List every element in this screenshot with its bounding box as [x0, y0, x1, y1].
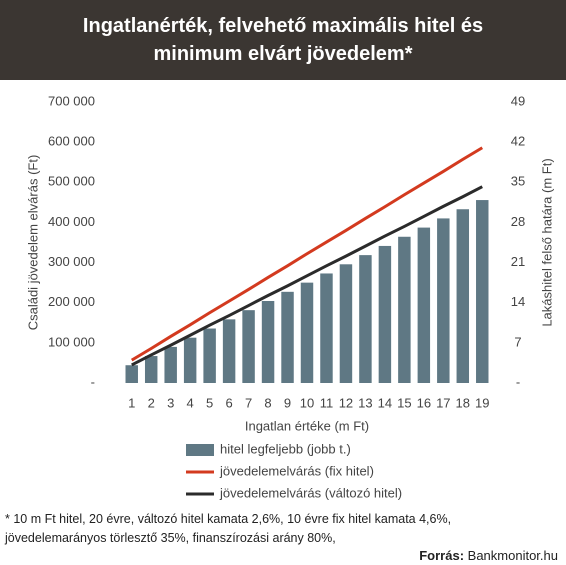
- x-tick-label: 10: [300, 395, 314, 410]
- bar: [417, 227, 431, 383]
- y2-tick-label: 42: [511, 134, 525, 149]
- bar: [261, 300, 275, 383]
- x-tick-label: 1: [128, 395, 135, 410]
- y2-tick-label: 7: [514, 334, 521, 349]
- x-tick-label: 9: [284, 395, 291, 410]
- bar: [320, 273, 333, 383]
- bar: [144, 356, 158, 383]
- line: [130, 146, 484, 362]
- bar: [242, 310, 255, 383]
- x-tick-label: 4: [187, 395, 194, 410]
- bar: [339, 264, 353, 383]
- y2-tick-label: 49: [511, 93, 525, 108]
- x-tick-label: 16: [417, 395, 431, 410]
- bar: [437, 218, 450, 383]
- x-tick-label: 3: [167, 395, 174, 410]
- footnote: * 10 m Ft hitel, 20 évre, változó hitel …: [5, 510, 451, 548]
- legend-label: hitel legfeljebb (jobb t.): [220, 441, 351, 456]
- legend-label: jövedelemelvárás (változó hitel): [219, 485, 402, 500]
- source: Forrás: Bankmonitor.hu: [419, 548, 558, 563]
- y2-axis-title: Lakáshitel felső határa (m Ft): [539, 158, 554, 326]
- y-tick-label: 500 000: [48, 174, 95, 189]
- y2-tick-label: 14: [511, 294, 525, 309]
- x-tick-label: 17: [436, 395, 450, 410]
- y-tick-label: 400 000: [48, 214, 95, 229]
- bar: [359, 255, 372, 383]
- y-tick-label: 600 000: [48, 134, 95, 149]
- bar: [164, 346, 177, 383]
- y-tick-label: 700 000: [48, 93, 95, 108]
- y-axis-title: Családi jövedelem elvárás (Ft): [25, 155, 40, 331]
- x-tick-label: 14: [378, 395, 392, 410]
- x-tick-label: 15: [397, 395, 411, 410]
- y2-tick-label: -: [516, 374, 520, 389]
- bar: [476, 200, 489, 383]
- y-tick-label: 300 000: [48, 254, 95, 269]
- bar: [456, 209, 470, 383]
- x-tick-label: 8: [264, 395, 271, 410]
- x-tick-label: 13: [358, 395, 372, 410]
- bar: [125, 365, 138, 383]
- source-label: Forrás:: [419, 548, 465, 563]
- x-tick-label: 7: [245, 395, 252, 410]
- chart: - 100 000 200 000 300 000 400 000 500 000 600 …: [25, 93, 554, 500]
- x-tick-label: 11: [320, 395, 334, 410]
- bar: [300, 282, 314, 383]
- x-tick-label: 12: [339, 395, 353, 410]
- x-tick-label: 2: [148, 395, 155, 410]
- bar: [222, 319, 236, 383]
- y2-tick-label: 35: [511, 174, 525, 189]
- x-tick-label: 19: [475, 395, 489, 410]
- x-axis-title: Ingatlan értéke (m Ft): [245, 418, 369, 433]
- y-tick-label: 100 000: [48, 334, 95, 349]
- y-tick-label: -: [91, 374, 95, 389]
- bar: [183, 337, 197, 383]
- y2-tick-label: 28: [511, 214, 525, 229]
- bar: [378, 245, 392, 383]
- x-tick-label: 6: [225, 395, 232, 410]
- line: [131, 185, 483, 367]
- source-text: Bankmonitor.hu: [467, 548, 558, 563]
- footnote-line: jövedelemarányos törlesztő 35%, finanszí…: [5, 531, 336, 545]
- y-tick-label: 200 000: [48, 294, 95, 309]
- x-tick-label: 5: [206, 395, 213, 410]
- legend-label: jövedelemelvárás (fix hitel): [219, 463, 374, 478]
- bar: [203, 328, 216, 383]
- footnote-line: * 10 m Ft hitel, 20 évre, változó hitel …: [5, 512, 452, 526]
- chart-title: Ingatlanérték, felvehető maximális hitel…: [0, 0, 566, 80]
- bar: [281, 291, 294, 383]
- x-tick-label: 18: [456, 395, 470, 410]
- y2-tick-label: 21: [511, 254, 525, 269]
- bar: [398, 236, 411, 383]
- legend-swatch: [186, 444, 214, 456]
